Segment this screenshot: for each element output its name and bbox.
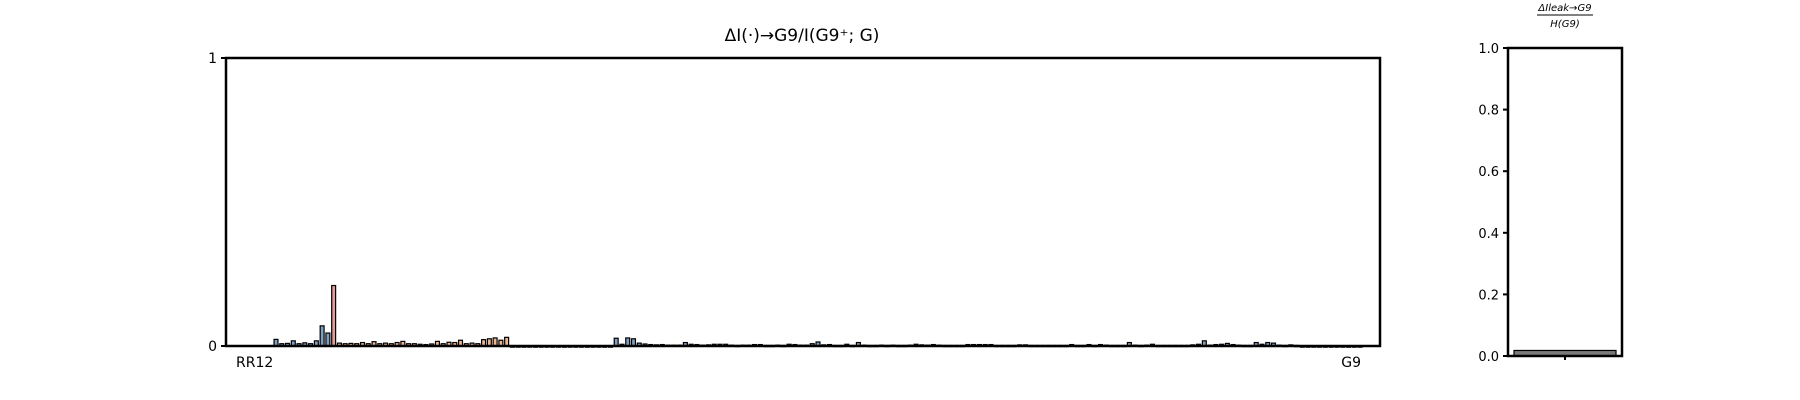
main-plot-frame: [224, 56, 1382, 348]
main-chart-title: ΔI(·)→G9/I(G9⁺; G): [725, 26, 880, 46]
main-bars: [273, 284, 1363, 348]
side-y-tick-label: 0.0: [1478, 350, 1499, 365]
y-tick-label: 1: [208, 51, 217, 67]
side-y-axis: 0.0 0.2 0.4 0.6 0.8 1.0: [1478, 42, 1508, 365]
side-y-tick-label: 0.2: [1478, 288, 1499, 303]
bar: [504, 336, 510, 347]
side-title-denominator: H(G9): [1550, 19, 1579, 30]
side-title-numerator: ΔIleak→G9: [1537, 3, 1591, 14]
main-y-axis: 01: [208, 51, 226, 355]
bar: [319, 325, 325, 347]
side-chart: ΔIleak→G9 H(G9) 0.0 0.2 0.4 0.6 0.8 1.0: [1478, 3, 1624, 365]
y-tick-label: 0: [208, 339, 217, 355]
x-tick-label: G9: [1341, 355, 1361, 371]
x-tick-label: RR12: [236, 355, 273, 371]
main-x-axis: RR12 G9: [236, 355, 1361, 371]
main-chart: ΔI(·)→G9/I(G9⁺; G) 01 RR12 G9: [208, 26, 1382, 371]
bar: [325, 332, 331, 347]
side-plot-frame: [1506, 46, 1624, 358]
bar: [331, 284, 337, 347]
side-y-tick-label: 0.4: [1478, 227, 1499, 242]
side-y-tick-label: 1.0: [1478, 42, 1499, 57]
side-y-tick-label: 0.8: [1478, 104, 1499, 119]
side-y-tick-label: 0.6: [1478, 165, 1499, 180]
